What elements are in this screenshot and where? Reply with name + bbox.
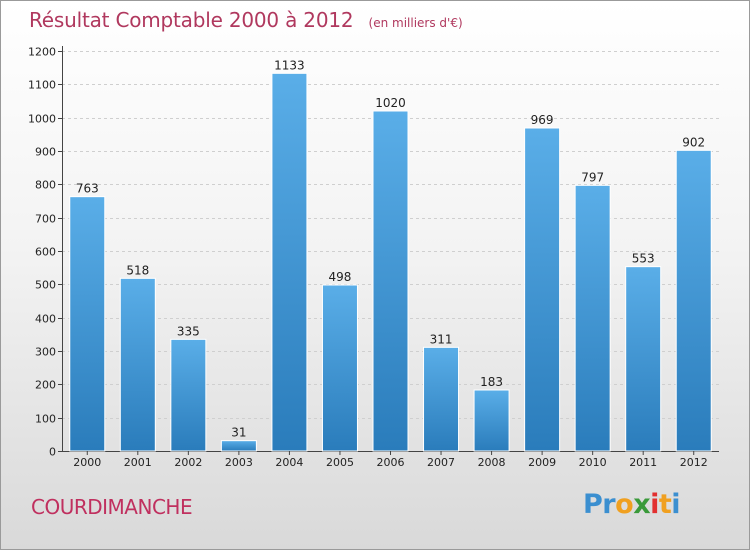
bar-2000 <box>69 196 106 452</box>
x-tick-label-2010: 2010 <box>579 456 607 469</box>
value-label-2007: 311 <box>430 332 453 346</box>
x-tick-label-2009: 2009 <box>528 456 556 469</box>
y-tick-label: 700 <box>35 213 56 226</box>
y-tick-label: 1100 <box>28 79 56 92</box>
value-label-2002: 335 <box>177 324 200 338</box>
x-tick-label-2005: 2005 <box>326 456 354 469</box>
x-tick-label-2003: 2003 <box>225 456 253 469</box>
bar-2006 <box>372 110 409 452</box>
logo-letter: r <box>602 489 616 520</box>
logo-letter: P <box>583 489 603 520</box>
y-tick-label: 100 <box>35 413 56 426</box>
value-label-2008: 183 <box>480 375 503 389</box>
x-tick-label-2008: 2008 <box>478 456 506 469</box>
value-label-2010: 797 <box>581 170 604 184</box>
bar-2003 <box>220 440 257 452</box>
y-tick-label: 1000 <box>28 113 56 126</box>
x-tick-label-2012: 2012 <box>680 456 708 469</box>
chart-subtitle: (en milliers d'€) <box>368 16 463 30</box>
proxiti-logo: Proxiti <box>583 489 681 520</box>
bar-2012 <box>675 149 712 452</box>
x-tick-label-2000: 2000 <box>73 456 101 469</box>
y-tick-label: 300 <box>35 346 56 359</box>
value-label-2009: 969 <box>531 113 554 127</box>
x-tick-label-2004: 2004 <box>275 456 303 469</box>
logo-letter: t <box>658 489 672 520</box>
x-tick-label-2011: 2011 <box>629 456 657 469</box>
value-label-2000: 763 <box>76 182 99 196</box>
x-tick-label-2001: 2001 <box>124 456 152 469</box>
y-tick-label: 500 <box>35 279 56 292</box>
logo-letter: x <box>633 489 651 520</box>
y-tick-label: 200 <box>35 379 56 392</box>
y-tick-label: 600 <box>35 246 56 259</box>
value-label-2006: 1020 <box>375 96 406 110</box>
value-label-2005: 498 <box>329 270 352 284</box>
title-row: Résultat Comptable 2000 à 2012 (en milli… <box>29 8 463 32</box>
y-tick-label: 800 <box>35 179 56 192</box>
y-tick-label: 0 <box>49 446 56 459</box>
x-tick-label-2002: 2002 <box>174 456 202 469</box>
bar-2008 <box>473 389 510 452</box>
y-tick-label: 900 <box>35 146 56 159</box>
logo-letter: i <box>650 489 659 520</box>
bar-2011 <box>625 266 662 452</box>
bar-2004 <box>271 72 308 452</box>
value-label-2012: 902 <box>682 135 705 149</box>
bar-2009 <box>524 127 561 452</box>
y-tick-label: 400 <box>35 313 56 326</box>
bar-2002 <box>170 338 207 452</box>
bar-2010 <box>574 184 611 452</box>
x-tick-label-2007: 2007 <box>427 456 455 469</box>
value-label-2011: 553 <box>632 252 655 266</box>
bar-2005 <box>321 284 358 452</box>
value-label-2003: 31 <box>231 426 246 440</box>
bar-2007 <box>423 346 460 452</box>
value-label-2001: 518 <box>126 263 149 277</box>
bar-2001 <box>119 277 156 452</box>
value-label-2004: 1133 <box>274 58 305 72</box>
city-name: COURDIMANCHE <box>31 495 193 519</box>
y-tick-label: 1200 <box>28 46 56 59</box>
logo-letter: i <box>671 489 681 520</box>
chart-title: Résultat Comptable 2000 à 2012 <box>29 8 354 32</box>
logo-letter: o <box>615 489 634 520</box>
x-tick-label-2006: 2006 <box>377 456 405 469</box>
